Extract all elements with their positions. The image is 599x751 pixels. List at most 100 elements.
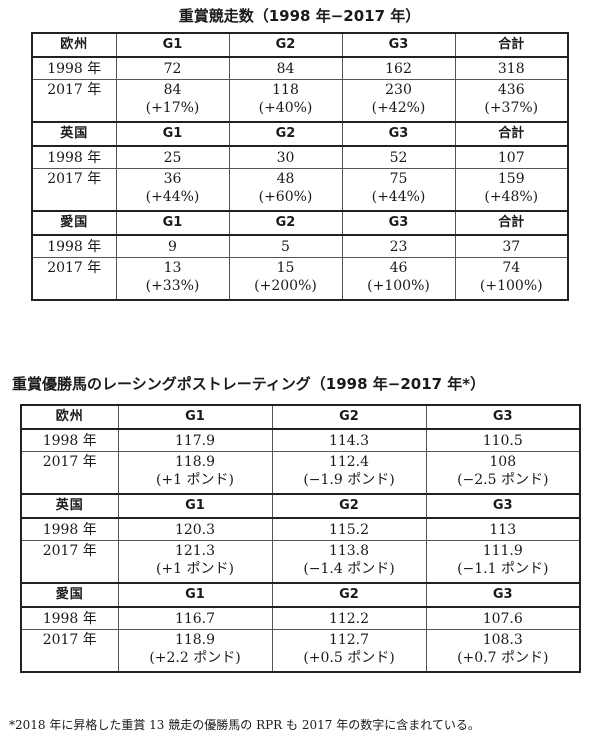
value-cell: 118.9 (+2.2 ポンド): [117, 629, 272, 672]
value-cell: 108.3 (+0.7 ポンド): [425, 629, 580, 672]
year-label: 2017 年: [47, 82, 102, 98]
year-label: 1998 年: [21, 429, 118, 452]
column-header: G1: [117, 582, 272, 608]
value: 15: [276, 260, 295, 276]
section-header-row: 愛国 G1 G2 G3 合計: [32, 210, 568, 236]
value-cell: 48 (+60%): [228, 168, 342, 211]
value: 159: [497, 171, 525, 187]
footnote: *2018 年に昇格した重賞 13 競走の優勝馬の RPR も 2017 年の数…: [9, 718, 480, 732]
column-header: G1: [117, 404, 272, 430]
column-header: G2: [271, 404, 426, 430]
table-row: 2017 年 13 (+33%) 15 (+200%) 46 (+100%) 74 (+100%…: [32, 257, 568, 300]
section-header-row: 欧州 G1 G2 G3: [21, 404, 580, 430]
value-cell: 120.3: [117, 518, 272, 541]
value: 436: [497, 82, 525, 98]
region-label: 欧州: [21, 404, 118, 430]
change-value: (+2.2 ポンド): [149, 650, 241, 666]
table2-title: 重賞優勝馬のレーシングポストレーティング（1998 年−2017 年*）: [12, 375, 486, 393]
value: 113.8: [328, 543, 370, 559]
value-cell: 37: [454, 235, 568, 258]
value: 46: [389, 260, 408, 276]
column-header: G2: [271, 493, 426, 519]
value-cell: 113.8 (−1.4 ポンド): [271, 540, 426, 583]
value-cell: 117.9: [117, 429, 272, 452]
value-cell: 9: [115, 235, 229, 258]
change-value: (−2.5 ポンド): [457, 472, 549, 488]
table-row: 1998 年 25 30 52 107: [32, 146, 568, 169]
change-value: (+42%): [371, 100, 426, 116]
change-value: (−1.4 ポンド): [303, 561, 395, 577]
year-label: 2017 年: [42, 632, 97, 648]
rating-table: 欧州 G1 G2 G3 1998 年 117.9 114.3 110.5 2017 年 118.9…: [20, 404, 581, 673]
value: 48: [276, 171, 295, 187]
value-cell: 159 (+48%): [454, 168, 568, 211]
value: 121.3: [174, 543, 216, 559]
column-header: G3: [341, 32, 455, 58]
table-row: 1998 年 116.7 112.2 107.6: [21, 607, 580, 630]
year-label: 2017 年: [47, 171, 102, 187]
value: 108: [489, 454, 517, 470]
value: 13: [163, 260, 182, 276]
column-header: G3: [341, 121, 455, 147]
value-cell: 75 (+44%): [341, 168, 455, 211]
change-value: (+100%): [367, 278, 430, 294]
region-label: 愛国: [21, 582, 118, 608]
change-value: (+100%): [479, 278, 543, 294]
section-header-row: 英国 G1 G2 G3 合計: [32, 121, 568, 147]
value-cell: 113: [425, 518, 580, 541]
column-header: G3: [341, 210, 455, 236]
section-header-row: 欧州 G1 G2 G3 合計: [32, 32, 568, 58]
value-cell: 25: [115, 146, 229, 169]
change-value: (+44%): [371, 189, 426, 205]
value-cell: 5: [228, 235, 342, 258]
table-row: 1998 年 72 84 162 318: [32, 57, 568, 80]
change-value: (+200%): [254, 278, 317, 294]
value-cell: 118.9 (+1 ポンド): [117, 451, 272, 494]
change-value: (+60%): [258, 189, 313, 205]
column-header: G3: [425, 404, 580, 430]
table-row: 2017 年 118.9 (+1 ポンド) 112.4 (−1.9 ポンド) 108 (−2…: [21, 451, 580, 494]
section-header-row: 愛国 G1 G2 G3: [21, 582, 580, 608]
section-header-row: 英国 G1 G2 G3: [21, 493, 580, 519]
value: 230: [385, 82, 412, 98]
value: 118: [272, 82, 299, 98]
value-cell: 13 (+33%): [115, 257, 229, 300]
table-row: 2017 年 36 (+44%) 48 (+60%) 75 (+44%) 159 (+48%): [32, 168, 568, 211]
column-header: 合計: [454, 121, 568, 147]
table-row: 2017 年 121.3 (+1 ポンド) 113.8 (−1.4 ポンド) 111.9 (…: [21, 540, 580, 583]
table-row: 2017 年 84 (+17%) 118 (+40%) 230 (+42%) 436 (+37%…: [32, 79, 568, 122]
table-row: 1998 年 9 5 23 37: [32, 235, 568, 258]
value-cell: 107: [454, 146, 568, 169]
change-value: (+48%): [484, 189, 539, 205]
year-label: 1998 年: [32, 146, 116, 169]
value-cell: 112.4 (−1.9 ポンド): [271, 451, 426, 494]
value: 111.9: [482, 543, 523, 559]
value-cell: 112.7 (+0.5 ポンド): [271, 629, 426, 672]
table-row: 2017 年 118.9 (+2.2 ポンド) 112.7 (+0.5 ポンド) 108.…: [21, 629, 580, 672]
value: 74: [502, 260, 521, 276]
year-label: 1998 年: [32, 235, 116, 258]
change-value: (−1.1 ポンド): [457, 561, 549, 577]
region-label: 英国: [32, 121, 116, 147]
value-cell: 111.9 (−1.1 ポンド): [425, 540, 580, 583]
value-cell: 15 (+200%): [228, 257, 342, 300]
value-cell: 116.7: [117, 607, 272, 630]
column-header: G3: [425, 582, 580, 608]
year-label: 1998 年: [32, 57, 116, 80]
value-cell: 84: [228, 57, 342, 80]
change-value: (+33%): [145, 278, 200, 294]
value-cell: 112.2: [271, 607, 426, 630]
column-header: G1: [115, 32, 229, 58]
value-cell: 115.2: [271, 518, 426, 541]
value-cell: 46 (+100%): [341, 257, 455, 300]
change-value: (+17%): [145, 100, 200, 116]
value: 118.9: [174, 454, 216, 470]
value-cell: 118 (+40%): [228, 79, 342, 122]
value-cell: 436 (+37%): [454, 79, 568, 122]
value-cell: 72: [115, 57, 229, 80]
value-cell: 30: [228, 146, 342, 169]
column-header: G3: [425, 493, 580, 519]
value-cell: 162: [341, 57, 455, 80]
region-label: 欧州: [32, 32, 116, 58]
value-cell: 121.3 (+1 ポンド): [117, 540, 272, 583]
